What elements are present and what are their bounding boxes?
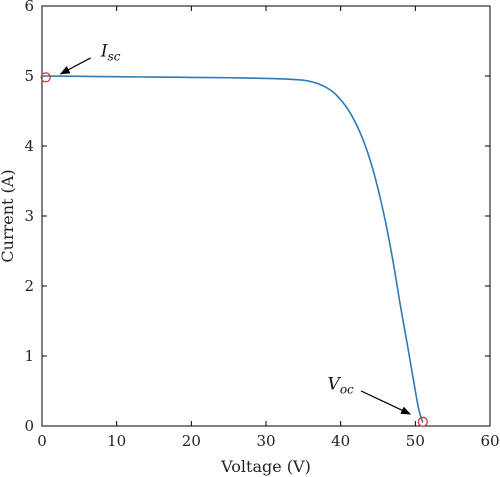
point-marker <box>417 416 428 427</box>
point-marker <box>40 72 51 83</box>
axis-ticks <box>41 5 491 427</box>
iv-curve-line <box>41 75 424 423</box>
annotation-subscript: oc <box>340 383 354 397</box>
series-layer <box>41 75 424 423</box>
annotation-main: V <box>328 375 342 395</box>
x-tick-label: 10 <box>107 432 126 450</box>
x-tick-label: 0 <box>37 432 47 450</box>
marker-layer <box>40 72 428 427</box>
plot-frame <box>41 5 491 427</box>
annotation-layer: Isc Voc <box>59 41 412 415</box>
annotation-main: I <box>100 41 108 61</box>
annotation: Voc <box>328 375 412 415</box>
annotation-label: Isc <box>100 41 121 63</box>
y-tick-label: 6 <box>24 0 34 15</box>
x-tick-label: 20 <box>182 432 201 450</box>
annotation-subscript: sc <box>108 49 121 63</box>
y-axis-title: Current (A) <box>0 169 17 262</box>
annotation: Isc <box>59 41 121 75</box>
y-tick-label: 0 <box>24 417 34 435</box>
x-tick-label: 30 <box>256 432 275 450</box>
x-axis-title: Voltage (V) <box>220 457 311 476</box>
y-tick-label: 1 <box>24 347 34 365</box>
annotation-label: Voc <box>328 375 355 397</box>
y-tick-label: 2 <box>24 277 34 295</box>
y-tick-label: 4 <box>24 137 34 155</box>
tick-labels: 0 10 20 30 40 50 60 0 1 2 3 4 5 6 <box>24 0 499 450</box>
annotation-arrow <box>360 390 412 415</box>
y-tick-label: 3 <box>24 207 34 225</box>
annotation-arrow <box>59 57 91 75</box>
x-tick-label: 60 <box>480 432 499 450</box>
x-tick-label: 40 <box>331 432 350 450</box>
y-tick-label: 5 <box>24 67 34 85</box>
x-tick-label: 50 <box>406 432 425 450</box>
